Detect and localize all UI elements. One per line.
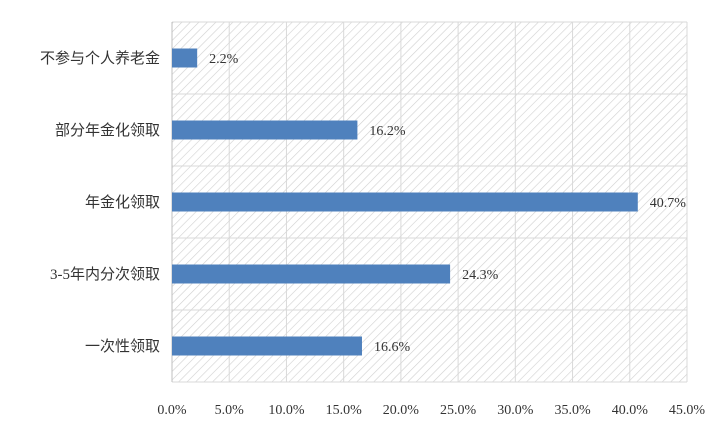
- category-label: 年金化领取: [85, 194, 160, 211]
- category-label: 部分年金化领取: [55, 122, 160, 139]
- data-label: 16.2%: [369, 124, 406, 139]
- x-tick-labels: 0.0% 5.0% 10.0% 15.0% 20.0% 25.0% 30.0% 35.0% 40…: [157, 403, 705, 418]
- x-tick-label: 15.0%: [326, 403, 363, 418]
- bar: [172, 264, 451, 284]
- x-tick-label: 10.0%: [268, 403, 305, 418]
- x-tick-label: 25.0%: [440, 403, 477, 418]
- bars: [172, 48, 638, 356]
- bar: [172, 48, 198, 68]
- x-tick-label: 45.0%: [669, 403, 706, 418]
- x-tick-label: 20.0%: [383, 403, 420, 418]
- data-label: 16.6%: [374, 340, 411, 355]
- bar: [172, 336, 362, 356]
- x-tick-label: 40.0%: [612, 403, 649, 418]
- x-tick-label: 0.0%: [157, 403, 187, 418]
- data-label: 40.7%: [650, 196, 687, 211]
- data-labels: 2.2% 16.2% 40.7% 24.3% 16.6%: [209, 52, 686, 355]
- data-label: 2.2%: [209, 52, 239, 67]
- category-label: 3-5年内分次领取: [50, 266, 160, 283]
- x-tick-label: 5.0%: [215, 403, 245, 418]
- category-label: 不参与个人养老金: [40, 50, 160, 67]
- gridlines: [171, 21, 688, 383]
- bar: [172, 120, 358, 140]
- category-label: 一次性领取: [85, 338, 160, 355]
- data-label: 24.3%: [462, 268, 499, 283]
- x-tick-label: 35.0%: [554, 403, 591, 418]
- x-tick-label: 30.0%: [497, 403, 534, 418]
- bar: [172, 192, 638, 212]
